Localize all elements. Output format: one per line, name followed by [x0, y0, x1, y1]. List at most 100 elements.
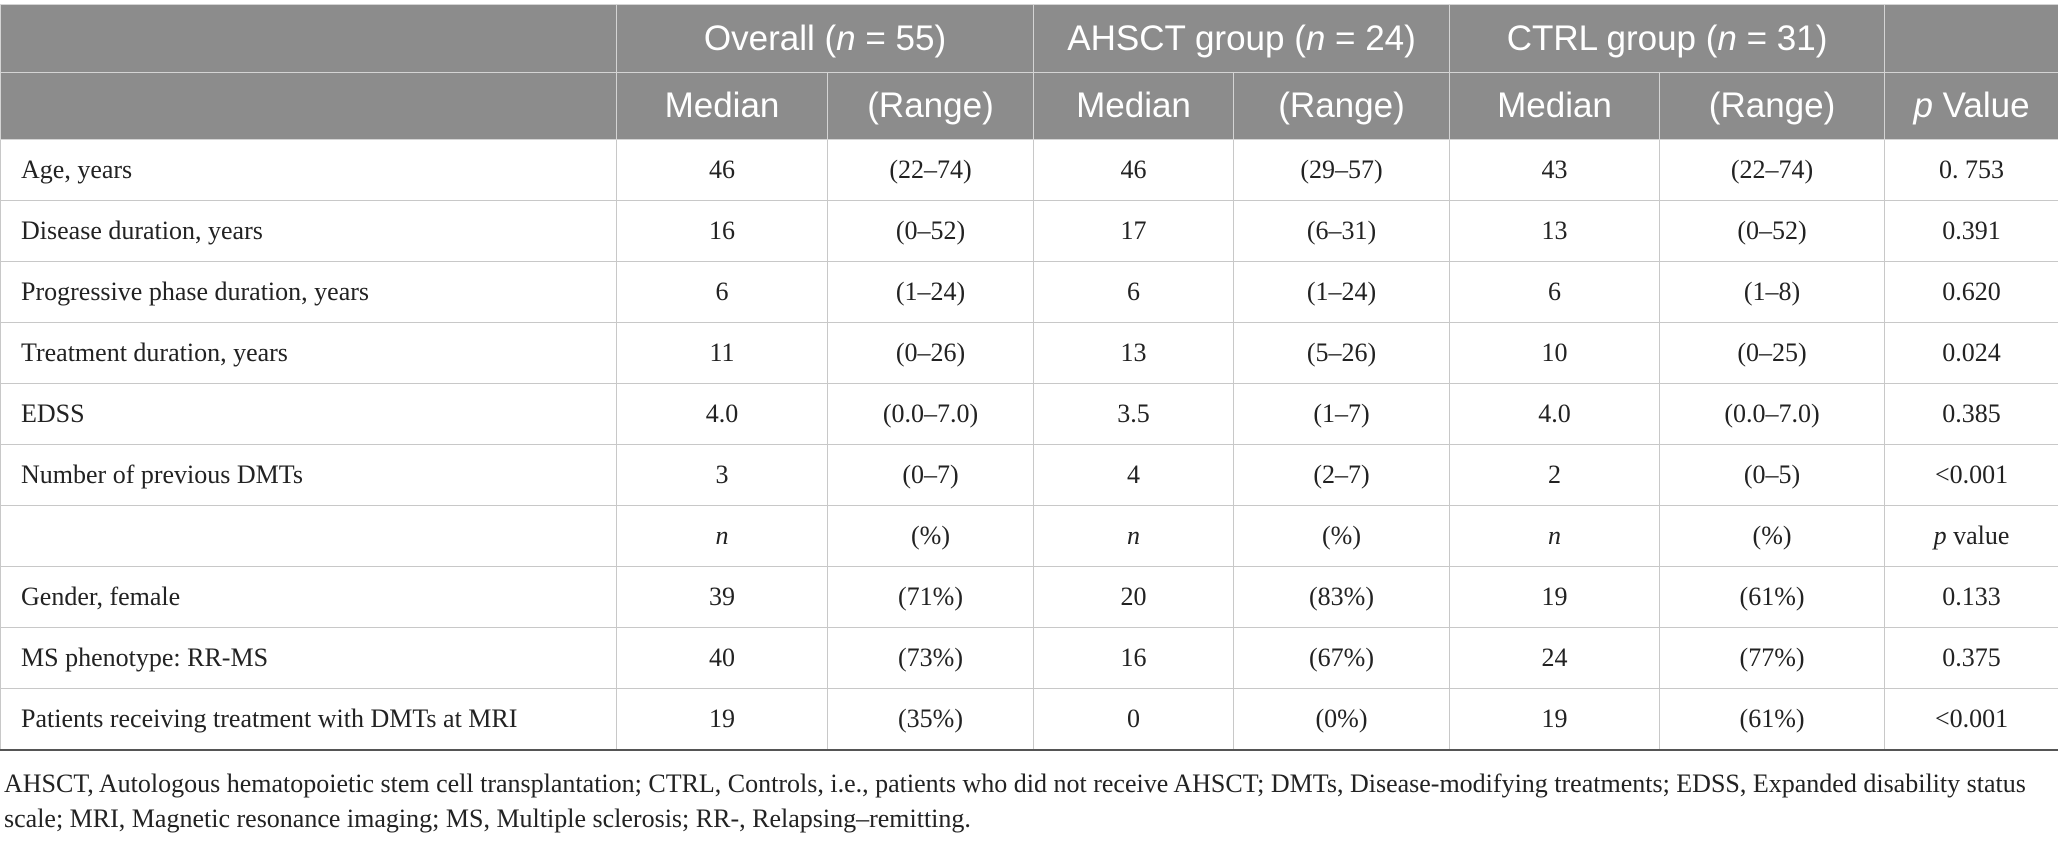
- table-row: Treatment duration, years 11 (0–26) 13 (…: [0, 322, 2058, 384]
- cell-ctrl-percent: (77%): [1659, 627, 1886, 689]
- cell-overall-median: 46: [616, 139, 828, 201]
- header-median: Median: [1033, 72, 1235, 140]
- cell-ctrl-median: 4.0: [1449, 383, 1661, 445]
- subheader-n: n: [1033, 505, 1235, 567]
- cell-overall-range: (0–26): [826, 322, 1035, 384]
- cell-ctrl-n: 24: [1449, 627, 1661, 689]
- cell-ahsct-median: 3.5: [1033, 383, 1235, 445]
- cell-ahsct-percent: (83%): [1233, 566, 1451, 628]
- header-median: Median: [616, 72, 828, 140]
- row-label: EDSS: [0, 383, 617, 445]
- table-row: Number of previous DMTs 3 (0–7) 4 (2–7) …: [0, 444, 2058, 506]
- cell-overall-median: 6: [616, 261, 828, 323]
- cell-ctrl-median: 6: [1449, 261, 1661, 323]
- cell-ahsct-n: 0: [1033, 688, 1235, 751]
- cell-ctrl-range: (22–74): [1659, 139, 1886, 201]
- cell-overall-range: (0–7): [826, 444, 1035, 506]
- cell-overall-n: 19: [616, 688, 828, 751]
- header-median: Median: [1449, 72, 1661, 140]
- cell-ahsct-percent: (67%): [1233, 627, 1451, 689]
- subheader-n: n: [616, 505, 828, 567]
- table-row: Age, years 46 (22–74) 46 (29–57) 43 (22–…: [0, 139, 2058, 201]
- cell-ctrl-range: (0.0–7.0): [1659, 383, 1886, 445]
- row-label: Disease duration, years: [0, 200, 617, 262]
- cell-overall-median: 16: [616, 200, 828, 262]
- table-row: Patients receiving treatment with DMTs a…: [0, 688, 2058, 751]
- row-label: MS phenotype: RR-MS: [0, 627, 617, 689]
- cell-ahsct-range: (6–31): [1233, 200, 1451, 262]
- header-blank-cell: [0, 4, 617, 73]
- header-p-value: p Value: [1884, 72, 2058, 140]
- cell-overall-percent: (35%): [826, 688, 1035, 751]
- cell-ahsct-range: (1–7): [1233, 383, 1451, 445]
- subheader-percent: (%): [1233, 505, 1451, 567]
- cell-p-value: 0.385: [1884, 383, 2058, 445]
- cell-overall-n: 39: [616, 566, 828, 628]
- cell-ctrl-range: (0–5): [1659, 444, 1886, 506]
- cell-ctrl-percent: (61%): [1659, 688, 1886, 751]
- cell-ahsct-median: 6: [1033, 261, 1235, 323]
- subheader-n: n: [1449, 505, 1661, 567]
- header-range: (Range): [826, 72, 1035, 140]
- cell-p-value: 0. 753: [1884, 139, 2058, 201]
- header-range: (Range): [1233, 72, 1451, 140]
- cell-ctrl-n: 19: [1449, 688, 1661, 751]
- cell-ctrl-median: 43: [1449, 139, 1661, 201]
- cell-overall-range: (1–24): [826, 261, 1035, 323]
- cell-ahsct-range: (29–57): [1233, 139, 1451, 201]
- cell-ctrl-percent: (61%): [1659, 566, 1886, 628]
- cell-p-value: <0.001: [1884, 444, 2058, 506]
- cell-p-value: 0.375: [1884, 627, 2058, 689]
- table-row: Progressive phase duration, years 6 (1–2…: [0, 261, 2058, 323]
- cell-overall-percent: (73%): [826, 627, 1035, 689]
- row-label: Progressive phase duration, years: [0, 261, 617, 323]
- cell-ctrl-median: 10: [1449, 322, 1661, 384]
- table-row: EDSS 4.0 (0.0–7.0) 3.5 (1–7) 4.0 (0.0–7.…: [0, 383, 2058, 445]
- cell-overall-median: 3: [616, 444, 828, 506]
- header-overall: Overall (n = 55): [615, 4, 1035, 73]
- table-row: MS phenotype: RR-MS 40 (73%) 16 (67%) 24…: [0, 627, 2058, 689]
- cell-ahsct-range: (2–7): [1233, 444, 1451, 506]
- row-label: Age, years: [0, 139, 617, 201]
- cell-ctrl-median: 13: [1449, 200, 1661, 262]
- cell-overall-median: 4.0: [616, 383, 828, 445]
- baseline-characteristics-table: Overall (n = 55) AHSCT group (n = 24) CT…: [0, 4, 2058, 751]
- subheader-percent: (%): [1659, 505, 1886, 567]
- cell-ctrl-range: (1–8): [1659, 261, 1886, 323]
- header-ahsct-group: AHSCT group (n = 24): [1033, 4, 1451, 73]
- cell-ahsct-median: 4: [1033, 444, 1235, 506]
- subheader-p-value: p value: [1884, 505, 2058, 567]
- cell-p-value: 0.133: [1884, 566, 2058, 628]
- subheader-row: n (%) n (%) n (%) p value: [0, 505, 2058, 567]
- cell-ctrl-n: 19: [1449, 566, 1661, 628]
- subheader-blank-cell: [0, 505, 617, 567]
- cell-overall-n: 40: [616, 627, 828, 689]
- cell-ctrl-median: 2: [1449, 444, 1661, 506]
- cell-ahsct-percent: (0%): [1233, 688, 1451, 751]
- cell-overall-range: (0.0–7.0): [826, 383, 1035, 445]
- table-footnote: AHSCT, Autologous hematopoietic stem cel…: [4, 769, 2026, 833]
- cell-p-value: <0.001: [1884, 688, 2058, 751]
- row-label: Treatment duration, years: [0, 322, 617, 384]
- stat-header-row: Median (Range) Median (Range) Median (Ra…: [0, 72, 2058, 140]
- cell-ahsct-median: 13: [1033, 322, 1235, 384]
- cell-ahsct-median: 46: [1033, 139, 1235, 201]
- table-row: Disease duration, years 16 (0–52) 17 (6–…: [0, 200, 2058, 262]
- cell-ahsct-n: 16: [1033, 627, 1235, 689]
- cell-overall-range: (0–52): [826, 200, 1035, 262]
- cell-overall-percent: (71%): [826, 566, 1035, 628]
- subheader-percent: (%): [826, 505, 1035, 567]
- row-label: Patients receiving treatment with DMTs a…: [0, 688, 617, 751]
- cell-ctrl-range: (0–52): [1659, 200, 1886, 262]
- cell-ahsct-range: (1–24): [1233, 261, 1451, 323]
- cell-overall-median: 11: [616, 322, 828, 384]
- cell-p-value: 0.024: [1884, 322, 2058, 384]
- cell-ahsct-range: (5–26): [1233, 322, 1451, 384]
- cell-ahsct-median: 17: [1033, 200, 1235, 262]
- cell-ctrl-range: (0–25): [1659, 322, 1886, 384]
- row-label: Number of previous DMTs: [0, 444, 617, 506]
- table-row: Gender, female 39 (71%) 20 (83%) 19 (61%…: [0, 566, 2058, 628]
- row-label: Gender, female: [0, 566, 617, 628]
- header-blank-cell: [0, 72, 617, 140]
- group-header-row: Overall (n = 55) AHSCT group (n = 24) CT…: [0, 4, 2058, 73]
